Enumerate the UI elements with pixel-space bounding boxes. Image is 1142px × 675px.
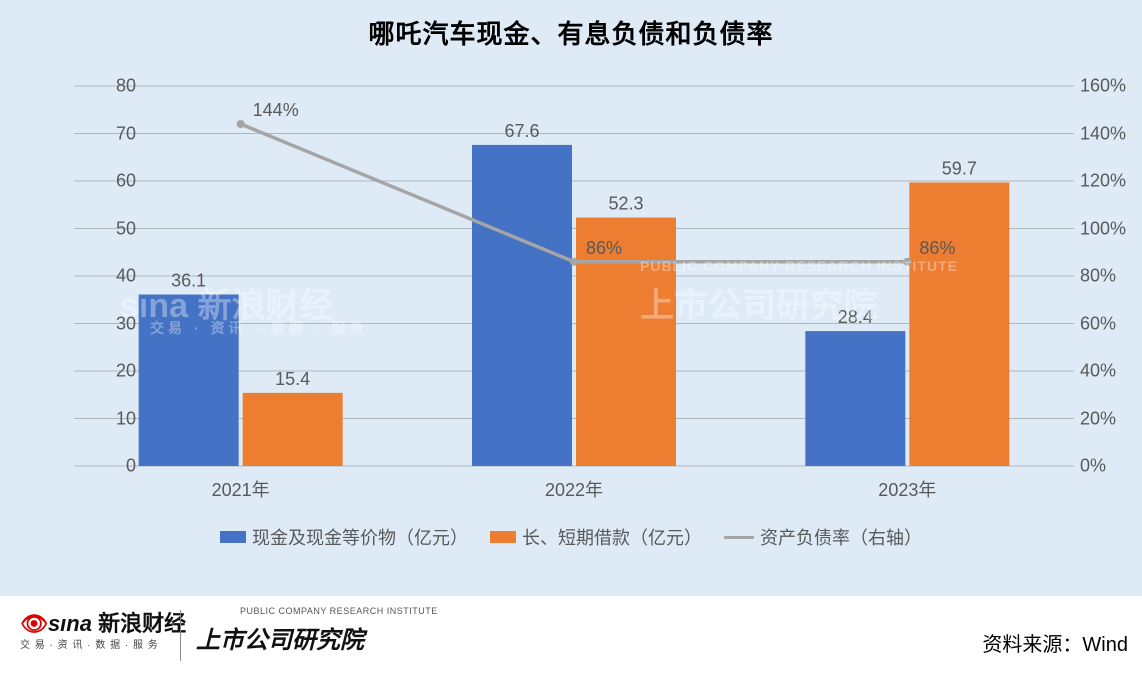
line-ratio (241, 124, 908, 262)
legend-swatch-bar1 (220, 531, 246, 543)
plot-area: 144% 86% 86% 36.1 15.4 67.6 52.3 28.4 59.7 (74, 86, 1074, 466)
bar-cash (805, 331, 905, 466)
ytick-right: 160% (1080, 76, 1140, 97)
legend: 现金及现金等价物（亿元） 长、短期借款（亿元） 资产负债率（右轴） (0, 524, 1142, 550)
ytick-left: 0 (76, 456, 136, 477)
svg-text:52.3: 52.3 (608, 194, 643, 214)
ytick-right: 140% (1080, 123, 1140, 144)
svg-text:86%: 86% (919, 238, 955, 258)
svg-text:59.7: 59.7 (942, 158, 977, 178)
ytick-left: 70 (76, 123, 136, 144)
legend-swatch-bar2 (490, 531, 516, 543)
legend-item-bar2: 长、短期借款（亿元） (490, 524, 702, 550)
line-group: 144% 86% 86% (237, 100, 956, 266)
bars-group (139, 145, 1010, 466)
x-category: 2023年 (878, 476, 936, 502)
sina-sublabel: 交 易 · 资 讯 · 数 据 · 服 务 (20, 636, 159, 651)
legend-label-bar1: 现金及现金等价物（亿元） (252, 524, 468, 550)
svg-text:86%: 86% (586, 238, 622, 258)
institute-en: PUBLIC COMPANY RESEARCH INSTITUTE (240, 606, 438, 616)
ytick-right: 80% (1080, 266, 1140, 287)
ytick-left: 50 (76, 218, 136, 239)
ytick-right: 20% (1080, 408, 1140, 429)
svg-text:28.4: 28.4 (838, 307, 873, 327)
ytick-right: 60% (1080, 313, 1140, 334)
legend-label-line: 资产负债率（右轴） (760, 524, 922, 550)
ytick-right: 120% (1080, 171, 1140, 192)
x-category: 2021年 (212, 476, 270, 502)
bar-debt (909, 182, 1009, 466)
bar-cash (472, 145, 572, 466)
bar-debt (243, 393, 343, 466)
ytick-left: 40 (76, 266, 136, 287)
legend-swatch-line (724, 536, 754, 539)
chart-title: 哪吒汽车现金、有息负债和负债率 (0, 14, 1142, 51)
x-category: 2022年 (545, 476, 603, 502)
svg-text:15.4: 15.4 (275, 369, 310, 389)
chart-svg: 144% 86% 86% 36.1 15.4 67.6 52.3 28.4 59.7 (74, 86, 1074, 466)
ytick-left: 60 (76, 171, 136, 192)
chart-container: 哪吒汽车现金、有息负债和负债率 144% 86% 86% 36.1 15.4 67.6 5… (0, 0, 1142, 596)
ytick-right: 0% (1080, 456, 1140, 477)
legend-label-bar2: 长、短期借款（亿元） (522, 524, 702, 550)
svg-text:144%: 144% (253, 100, 299, 120)
institute-cn: 上市公司研究院 (196, 620, 364, 655)
ytick-right: 100% (1080, 218, 1140, 239)
ytick-left: 30 (76, 313, 136, 334)
footer-divider (180, 610, 181, 661)
ytick-left: 10 (76, 408, 136, 429)
ytick-left: 80 (76, 76, 136, 97)
sina-eye-icon: 👁 (20, 611, 48, 636)
ytick-left: 20 (76, 361, 136, 382)
legend-item-bar1: 现金及现金等价物（亿元） (220, 524, 468, 550)
svg-text:36.1: 36.1 (171, 271, 206, 291)
footer: 👁sına 新浪财经 交 易 · 资 讯 · 数 据 · 服 务 PUBLIC … (0, 596, 1142, 675)
legend-item-line: 资产负债率（右轴） (724, 524, 922, 550)
svg-text:67.6: 67.6 (504, 121, 539, 141)
bar-cash (139, 295, 239, 466)
ytick-right: 40% (1080, 361, 1140, 382)
sina-logo: 👁sına 新浪财经 (20, 606, 186, 638)
source-label: 资料来源：Wind (982, 628, 1128, 657)
